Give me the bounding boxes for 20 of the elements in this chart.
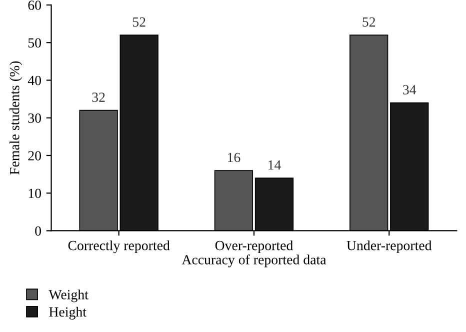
y-tick-label: 60: [28, 0, 42, 10]
y-tick-label: 20: [28, 151, 42, 160]
x-axis-title: Accuracy of reported data: [182, 254, 326, 268]
y-tick-label: 40: [28, 76, 42, 86]
y-tick-label: 0: [35, 226, 42, 236]
x-tick-label: Correctly reported: [68, 240, 170, 254]
data-label: 32: [92, 92, 105, 102]
data-label: 52: [362, 17, 376, 27]
x-tick-label: Under-reported: [346, 240, 432, 254]
legend-label: Weight: [48, 290, 88, 302]
y-tick-label: 50: [28, 38, 42, 48]
y-tick-label: 30: [28, 113, 42, 123]
data-label: 14: [268, 160, 281, 170]
data-label: 34: [403, 85, 416, 94]
y-tick-label: 10: [28, 188, 42, 198]
x-tick-label: Over-reported: [215, 240, 293, 254]
data-label: 52: [132, 17, 146, 27]
legend-label: Height: [49, 306, 86, 320]
data-label: 16: [228, 152, 240, 162]
y-axis-title: Female students (%): [10, 61, 22, 175]
